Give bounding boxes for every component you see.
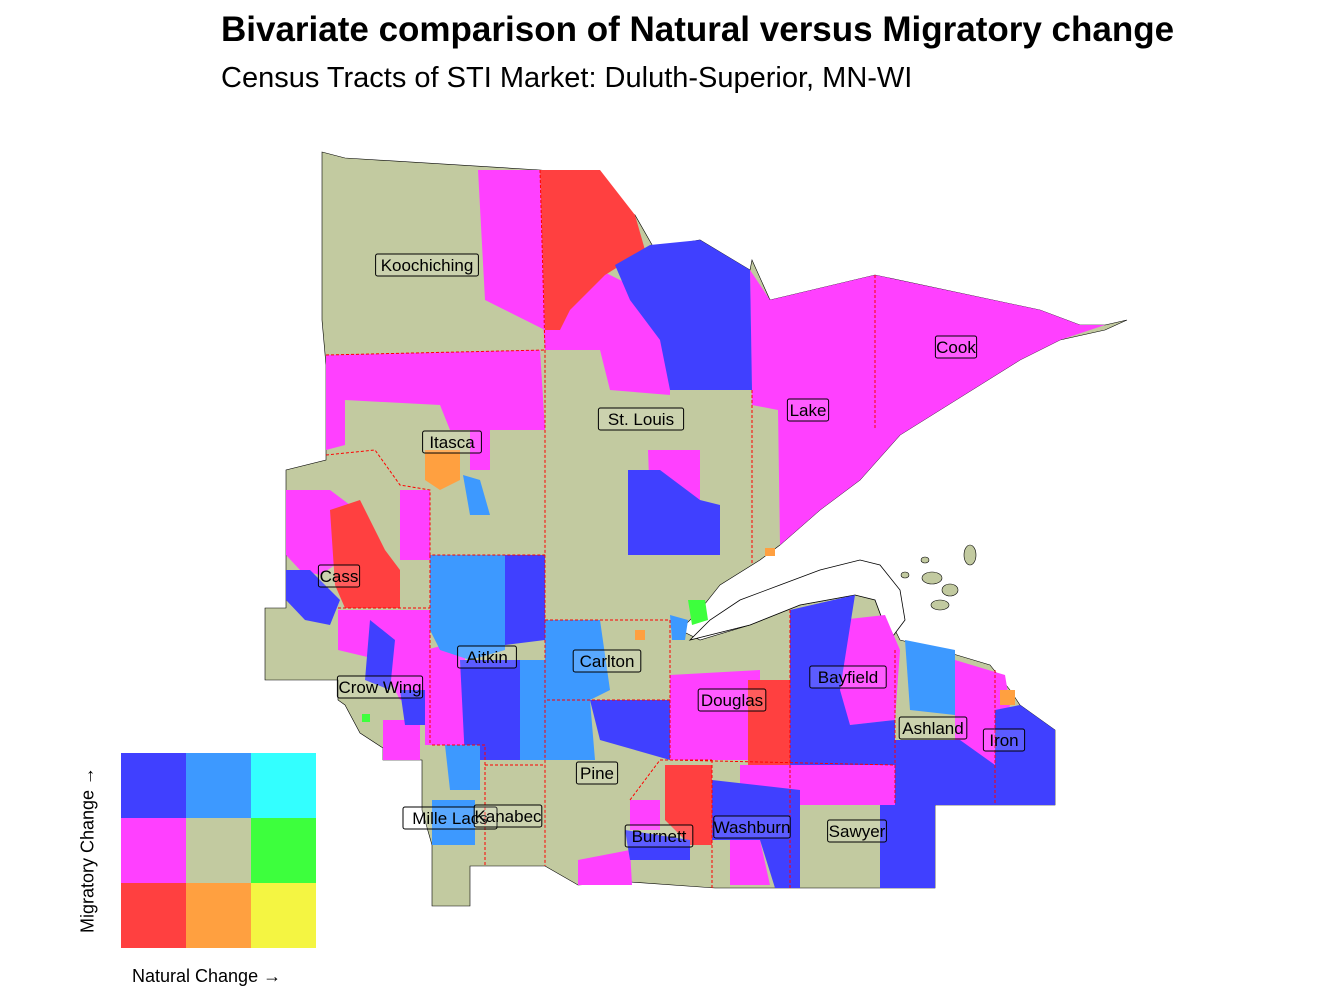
svg-text:Sawyer: Sawyer [829,822,886,841]
svg-text:Pine: Pine [580,764,614,783]
svg-text:Cook: Cook [936,338,976,357]
legend-cell-1-2 [251,818,316,883]
legend-cell-1-1 [186,818,251,883]
red-tracts [330,170,790,845]
county-label-crow-wing: Crow Wing [336,675,424,699]
county-label-st-louis: St. Louis [597,407,685,431]
lightblue-tracts [430,475,955,845]
county-label-bayfield: Bayfield [809,665,887,689]
islands [900,544,977,611]
county-label-cook: Cook [934,335,978,359]
county-label-koochiching: Koochiching [375,253,479,277]
county-label-aitkin: Aitkin [457,645,517,669]
svg-text:Washburn: Washburn [714,818,791,837]
county-label-douglas: Douglas [697,688,767,712]
county-boundaries [325,169,996,888]
county-label-sawyer: Sawyer [827,819,887,843]
svg-text:Itasca: Itasca [429,433,475,452]
legend-y-label: Migratory Change → [77,766,98,934]
svg-text:Aitkin: Aitkin [466,648,508,667]
county-label-mille-lacs: Mille Lacs [402,806,498,830]
svg-text:Ashland: Ashland [902,719,963,738]
county-label-pine: Pine [575,761,619,785]
legend-cell-0-0 [121,753,186,818]
lake-superior [688,559,906,641]
county-label-ashland: Ashland [898,716,968,740]
county-label-cass: Cass [317,564,361,588]
svg-text:Burnett: Burnett [632,827,687,846]
county-label-burnett: Burnett [624,824,694,848]
svg-text:Crow Wing: Crow Wing [338,678,421,697]
legend-x-label: Natural Change → [132,966,282,986]
small-tracts [362,450,1015,722]
county-label-iron: Iron [982,728,1026,752]
chart-title: Bivariate comparison of Natural versus M… [221,10,1175,49]
blue-tracts [286,240,1055,888]
svg-text:Lake: Lake [790,401,827,420]
county-label-itasca: Itasca [422,430,482,454]
legend-cell-2-2 [251,883,316,948]
county-label-lake: Lake [786,398,830,422]
svg-text:Iron: Iron [989,731,1018,750]
svg-text:Bayfield: Bayfield [818,668,878,687]
legend-cell-2-0 [121,883,186,948]
svg-text:St. Louis: St. Louis [608,410,674,429]
legend-cell-1-0 [121,818,186,883]
svg-text:Douglas: Douglas [701,691,763,710]
legend-cell-2-1 [186,883,251,948]
svg-text:Cass: Cass [320,567,359,586]
legend-cell-0-2 [251,753,316,818]
county-label-carlton: Carlton [572,649,642,673]
svg-text:Mille Lacs: Mille Lacs [412,809,488,828]
legend-cell-0-1 [186,753,251,818]
svg-text:Kanabec: Kanabec [474,807,542,826]
county-label-kanabec: Kanabec [473,804,543,828]
chart-subtitle: Census Tracts of STI Market: Duluth-Supe… [221,62,913,94]
svg-text:Koochiching: Koochiching [381,256,474,275]
svg-text:Carlton: Carlton [580,652,635,671]
county-label-washburn: Washburn [713,815,791,839]
